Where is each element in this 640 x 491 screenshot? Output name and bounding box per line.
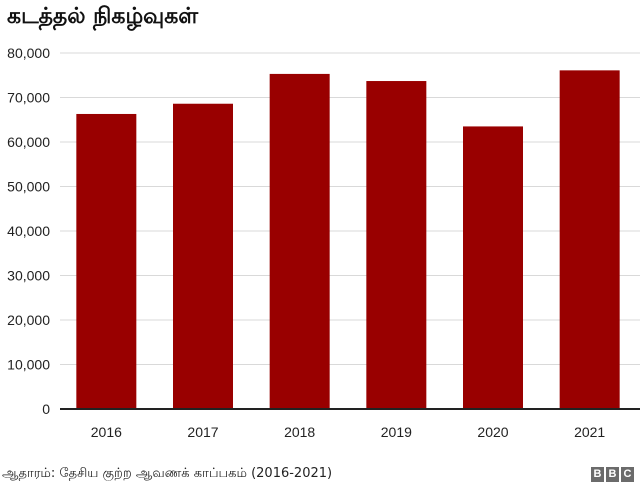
bbc-logo: B B C [591,467,634,482]
x-tick-label: 2017 [187,424,218,440]
bar-2021 [559,70,620,410]
y-axis-ticks: 0 10,000 20,000 30,000 40,000 50,000 60,000 70,… [7,45,50,417]
bar-2017 [173,103,233,410]
bar-2020 [463,126,523,410]
y-tick-label: 10,000 [7,357,50,373]
y-tick-label: 20,000 [7,312,50,328]
x-tick-label: 2020 [477,424,508,440]
bbc-logo-letter: B [591,467,604,482]
bar-2016 [76,113,137,409]
gridlines [60,52,640,365]
bar-2019 [366,81,427,409]
x-axis-ticks: 2016 2017 2018 2019 2020 2021 [91,424,606,440]
x-tick-label: 2021 [574,424,605,440]
y-tick-label: 80,000 [7,45,50,61]
source-note: ஆதாரம்: தேசிய குற்ற ஆவணக் காப்பகம் (2016… [2,466,333,481]
y-tick-label: 60,000 [7,134,50,150]
y-tick-label: 0 [42,401,50,417]
chart-title: கடத்தல் நிகழ்வுகள் [7,4,199,29]
x-tick-label: 2019 [381,424,412,440]
x-tick-label: 2018 [284,424,315,440]
x-tick-label: 2016 [91,424,122,440]
y-tick-label: 40,000 [7,223,50,239]
y-tick-label: 70,000 [7,90,50,106]
bbc-logo-letter: C [621,467,634,482]
y-tick-label: 30,000 [7,268,50,284]
bar-chart: 0 10,000 20,000 30,000 40,000 50,000 60,000 70,… [7,45,640,440]
bars [76,70,620,410]
y-tick-label: 50,000 [7,179,50,195]
bbc-logo-letter: B [606,467,619,482]
bar-2018 [269,73,330,409]
